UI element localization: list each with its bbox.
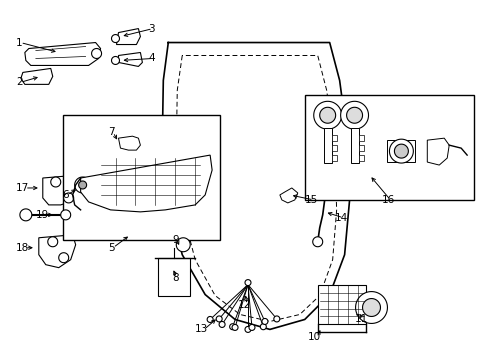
Polygon shape — [112, 35, 120, 42]
Bar — [332, 135, 337, 141]
Polygon shape — [74, 177, 91, 193]
Polygon shape — [64, 193, 74, 203]
Text: 15: 15 — [305, 195, 318, 205]
Text: 7: 7 — [108, 127, 115, 137]
Polygon shape — [207, 316, 213, 323]
Polygon shape — [245, 327, 251, 332]
Polygon shape — [319, 107, 336, 123]
Polygon shape — [59, 253, 69, 263]
Polygon shape — [245, 280, 251, 285]
Polygon shape — [280, 188, 298, 203]
Polygon shape — [260, 324, 266, 330]
Polygon shape — [176, 238, 190, 252]
Text: 19: 19 — [36, 210, 49, 220]
Bar — [324, 128, 332, 163]
Polygon shape — [79, 181, 87, 189]
Polygon shape — [112, 57, 120, 64]
Text: 3: 3 — [148, 24, 155, 33]
Text: 5: 5 — [108, 243, 115, 253]
Bar — [388, 140, 416, 162]
Bar — [359, 155, 364, 161]
Polygon shape — [117, 28, 141, 45]
Polygon shape — [356, 292, 388, 323]
Text: 11: 11 — [355, 314, 368, 324]
Polygon shape — [43, 175, 81, 205]
Polygon shape — [21, 68, 53, 84]
Text: 1: 1 — [16, 37, 23, 48]
Polygon shape — [314, 101, 342, 129]
Polygon shape — [363, 298, 380, 316]
Polygon shape — [390, 139, 414, 163]
Text: 12: 12 — [238, 300, 251, 310]
Polygon shape — [216, 316, 222, 322]
Polygon shape — [274, 316, 280, 322]
Text: 10: 10 — [308, 332, 321, 342]
Polygon shape — [51, 177, 61, 187]
Polygon shape — [427, 138, 449, 165]
Polygon shape — [119, 53, 143, 67]
Text: 17: 17 — [16, 183, 29, 193]
Polygon shape — [346, 107, 363, 123]
Bar — [350, 128, 359, 163]
Polygon shape — [341, 101, 368, 129]
Text: 8: 8 — [172, 273, 179, 283]
Polygon shape — [119, 136, 141, 150]
Bar — [359, 145, 364, 151]
Polygon shape — [262, 319, 268, 324]
Polygon shape — [394, 144, 408, 158]
Text: 18: 18 — [16, 243, 29, 253]
Text: 16: 16 — [382, 195, 395, 205]
Polygon shape — [230, 324, 236, 330]
Polygon shape — [48, 237, 58, 247]
Polygon shape — [25, 42, 100, 66]
Polygon shape — [20, 209, 32, 221]
Polygon shape — [249, 324, 255, 330]
Bar — [332, 145, 337, 151]
Text: 4: 4 — [148, 54, 155, 63]
Polygon shape — [81, 155, 212, 212]
Bar — [332, 155, 337, 161]
Bar — [318, 285, 366, 324]
Bar — [305, 95, 474, 200]
Bar — [158, 258, 190, 296]
Text: 14: 14 — [335, 213, 348, 223]
Polygon shape — [219, 321, 225, 328]
Text: 9: 9 — [172, 235, 179, 245]
Text: 6: 6 — [63, 190, 69, 200]
Bar — [359, 135, 364, 141]
Bar — [63, 115, 220, 240]
Text: 13: 13 — [195, 324, 208, 334]
Polygon shape — [313, 237, 323, 247]
Polygon shape — [61, 210, 71, 220]
Polygon shape — [232, 324, 238, 330]
Polygon shape — [92, 49, 101, 58]
Polygon shape — [39, 235, 75, 268]
Text: 2: 2 — [16, 77, 23, 87]
